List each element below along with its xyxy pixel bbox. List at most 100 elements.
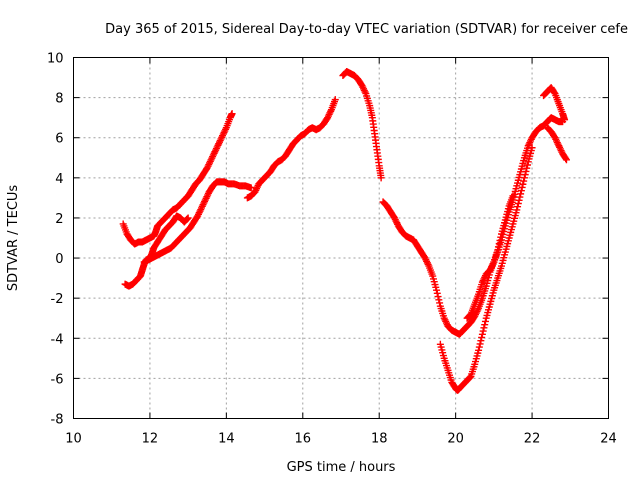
data-point — [554, 140, 562, 148]
data-point — [523, 161, 531, 169]
y-tick-label: 6 — [55, 132, 63, 147]
y-tick-label: 0 — [55, 252, 63, 267]
data-point — [205, 161, 213, 169]
data-point — [324, 112, 332, 120]
data-point — [494, 243, 502, 251]
data-point — [517, 187, 525, 195]
x-tick-label: 18 — [371, 432, 388, 447]
data-point — [556, 145, 564, 153]
data-point — [423, 259, 431, 267]
data-point — [209, 153, 217, 161]
data-point — [391, 214, 398, 222]
data-point — [442, 319, 450, 327]
data-point — [517, 190, 525, 198]
data-point — [424, 260, 432, 268]
data-point — [433, 289, 441, 297]
data-point — [392, 217, 400, 225]
data-point — [194, 210, 202, 218]
data-point — [209, 151, 217, 159]
data-point — [359, 83, 367, 91]
data-point — [524, 142, 532, 150]
data-point — [552, 135, 560, 143]
data-point — [486, 266, 494, 274]
data-point — [523, 164, 531, 172]
data-point — [497, 233, 505, 241]
data-point — [528, 144, 536, 152]
data-point — [550, 88, 558, 96]
data-point — [514, 203, 522, 211]
data-point — [208, 154, 216, 162]
data-point — [197, 206, 205, 214]
data-point — [516, 193, 524, 201]
data-point — [331, 96, 339, 104]
data-point — [433, 286, 441, 294]
data-point — [479, 277, 487, 285]
data-point — [214, 141, 222, 149]
plot-frame — [73, 57, 609, 419]
data-point — [213, 143, 221, 151]
x-tick-label: 20 — [447, 432, 464, 447]
data-point — [183, 216, 191, 224]
x-tick-label: 16 — [295, 432, 312, 447]
y-tick-label: 2 — [55, 212, 63, 227]
data-point — [465, 374, 473, 382]
data-point — [216, 137, 224, 145]
data-point — [215, 138, 223, 146]
data-point — [195, 209, 203, 217]
data-point — [212, 146, 220, 154]
data-point — [325, 110, 333, 118]
data-point — [475, 343, 483, 351]
data-point — [391, 216, 399, 224]
data-point — [421, 254, 429, 262]
data-point — [436, 299, 444, 307]
y-axis-label: SDTVAR / TECUs — [6, 185, 21, 292]
data-point — [202, 194, 210, 202]
y-tick-label: -4 — [51, 332, 64, 347]
data-point — [360, 86, 368, 94]
data-point — [561, 116, 569, 124]
data-point — [201, 196, 209, 204]
data-point — [196, 207, 204, 215]
data-point — [434, 293, 442, 301]
y-tick-label: 4 — [55, 172, 63, 187]
data-point — [210, 149, 218, 157]
data-point — [218, 133, 226, 141]
data-point — [488, 263, 496, 271]
data-point — [422, 256, 430, 264]
data-point — [513, 206, 521, 214]
data-point — [480, 324, 488, 332]
data-point — [183, 215, 191, 223]
x-tick-label: 12 — [142, 432, 159, 447]
data-point — [472, 309, 480, 317]
data-point — [361, 88, 369, 96]
data-point — [487, 264, 495, 272]
y-tick-label: -2 — [51, 292, 64, 307]
y-tick-label: 10 — [47, 52, 64, 67]
data-point — [481, 273, 489, 281]
data-point — [207, 156, 215, 164]
data-points — [119, 68, 570, 394]
data-point — [198, 202, 206, 210]
data-point — [324, 114, 332, 122]
x-tick-label: 14 — [218, 432, 235, 447]
data-point — [518, 183, 526, 191]
data-point — [526, 139, 534, 147]
data-point — [251, 188, 259, 196]
data-point — [358, 82, 366, 90]
data-point — [194, 212, 202, 220]
data-point — [393, 219, 401, 227]
x-tick-label: 10 — [65, 432, 82, 447]
data-point — [215, 140, 223, 148]
data-point — [247, 184, 255, 192]
data-point — [442, 317, 450, 325]
data-point — [222, 125, 230, 133]
data-point — [206, 157, 214, 165]
data-point — [203, 164, 211, 172]
data-point — [553, 137, 561, 145]
data-point — [515, 196, 523, 204]
x-tick-label: 22 — [524, 432, 541, 447]
data-point — [217, 135, 225, 143]
data-point — [551, 134, 559, 142]
data-point — [252, 186, 260, 194]
